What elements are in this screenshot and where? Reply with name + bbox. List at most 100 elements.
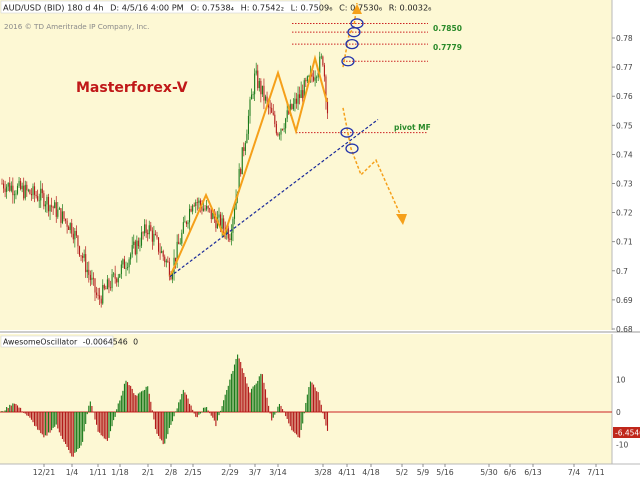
osc-bar bbox=[272, 412, 274, 418]
candle-body bbox=[7, 182, 9, 187]
osc-bar bbox=[130, 385, 132, 412]
price-tick-label: 0.75 bbox=[616, 121, 633, 130]
osc-bar bbox=[23, 412, 25, 413]
candle-body bbox=[44, 204, 46, 207]
osc-bar bbox=[295, 412, 298, 435]
target-circle[interactable] bbox=[340, 127, 354, 138]
osc-bar bbox=[237, 354, 239, 412]
osc-bar bbox=[269, 412, 271, 414]
osc-bar bbox=[182, 389, 184, 412]
osc-bar bbox=[271, 412, 273, 421]
candle-body bbox=[206, 205, 208, 210]
candle-body bbox=[243, 147, 245, 152]
osc-bar bbox=[114, 412, 116, 417]
candle-body bbox=[292, 103, 294, 110]
osc-bar bbox=[7, 408, 9, 412]
osc-bar bbox=[178, 402, 180, 412]
osc-bar bbox=[100, 412, 102, 436]
candle-body bbox=[100, 298, 102, 304]
osc-bar bbox=[165, 412, 167, 439]
candle-body bbox=[151, 230, 153, 242]
osc-bar bbox=[218, 412, 220, 416]
candle-body bbox=[230, 232, 232, 240]
candle-body bbox=[325, 76, 327, 102]
candle-body bbox=[319, 56, 321, 73]
osc-bar bbox=[176, 408, 178, 412]
price-tick-label: 0.78 bbox=[616, 34, 633, 43]
osc-bar bbox=[294, 412, 296, 434]
trend-line[interactable] bbox=[169, 119, 379, 278]
target-circle[interactable] bbox=[345, 143, 359, 154]
quote-header: AUD/USD (BID) 180 d 4h D: 4/5/16 4:00 PM… bbox=[3, 3, 432, 13]
candle-body bbox=[218, 214, 220, 218]
oscillator-header[interactable]: AwesomeOscillator -0.0064546 0 bbox=[3, 338, 138, 347]
osc-bar bbox=[26, 412, 28, 416]
wave-line[interactable] bbox=[169, 54, 328, 278]
candle-body bbox=[1, 183, 3, 185]
osc-bar bbox=[235, 358, 237, 412]
osc-bar bbox=[313, 384, 315, 412]
candle-body bbox=[40, 188, 42, 201]
candle-body bbox=[247, 115, 249, 134]
time-tick-label: 3/7 bbox=[249, 468, 262, 477]
osc-bar bbox=[229, 379, 231, 412]
osc-bar bbox=[136, 395, 138, 412]
osc-bar bbox=[204, 407, 206, 412]
candle-body bbox=[249, 99, 251, 116]
candle-body bbox=[103, 285, 105, 289]
osc-bar bbox=[119, 400, 121, 412]
osc-bar bbox=[232, 370, 234, 412]
candle-body bbox=[196, 202, 198, 203]
candle-body bbox=[51, 205, 53, 207]
price-tick-label: 0.73 bbox=[616, 180, 633, 189]
osc-bar bbox=[255, 383, 257, 412]
candle-body bbox=[305, 80, 307, 82]
candle-body bbox=[289, 104, 291, 114]
candle-body bbox=[193, 205, 195, 207]
candle-body bbox=[167, 260, 169, 263]
osc-bar bbox=[158, 412, 160, 436]
candle-body bbox=[137, 240, 139, 247]
osc-bar bbox=[238, 358, 240, 412]
candle-body bbox=[111, 274, 113, 289]
candle-body bbox=[251, 94, 253, 100]
up-arrowhead bbox=[352, 4, 362, 14]
osc-bar bbox=[164, 412, 166, 444]
watermark-text: Masterforex-V bbox=[76, 80, 188, 96]
candle-body bbox=[113, 273, 115, 275]
candle-body bbox=[140, 232, 143, 246]
osc-bar bbox=[322, 412, 324, 414]
target-circle[interactable] bbox=[341, 56, 355, 67]
candle-body bbox=[238, 169, 240, 192]
osc-bar bbox=[75, 412, 77, 452]
osc-bar bbox=[134, 395, 136, 412]
oscillator-axis-ticks: 10 0 -10 bbox=[616, 376, 628, 450]
downside-projection[interactable] bbox=[342, 107, 403, 219]
osc-bar bbox=[216, 412, 218, 421]
candle-body bbox=[148, 225, 150, 235]
osc-bar bbox=[46, 412, 48, 436]
osc-bar bbox=[156, 412, 158, 434]
candle-body bbox=[153, 233, 155, 242]
oscillator-header-box[interactable] bbox=[0, 335, 114, 348]
osc-bar bbox=[288, 412, 290, 424]
high-label: H: 0.7542₂ bbox=[241, 3, 284, 13]
candle-body bbox=[176, 241, 178, 262]
osc-bar bbox=[179, 399, 181, 412]
osc-bar bbox=[306, 394, 308, 412]
candle-body bbox=[75, 230, 77, 236]
target-circle[interactable] bbox=[347, 27, 361, 38]
osc-bar bbox=[170, 412, 172, 425]
candle-body bbox=[109, 287, 112, 289]
osc-bar bbox=[137, 393, 139, 412]
target-circle[interactable] bbox=[345, 38, 359, 50]
osc-bar bbox=[27, 412, 29, 417]
candle-body bbox=[116, 278, 118, 283]
candle-body bbox=[65, 218, 67, 221]
upside-projection[interactable] bbox=[342, 2, 358, 68]
osc-bar bbox=[21, 411, 23, 412]
osc-bar bbox=[297, 412, 299, 438]
range-label: R: 0.0032₆ bbox=[389, 3, 432, 13]
time-tick-label: 3/28 bbox=[314, 468, 332, 477]
